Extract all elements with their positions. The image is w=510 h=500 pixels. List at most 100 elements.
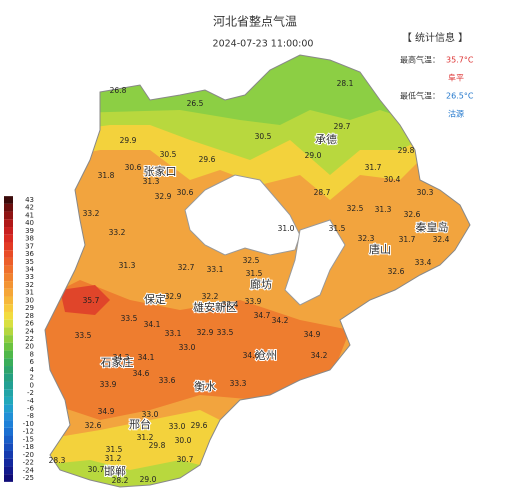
legend-label: -10 — [23, 420, 34, 428]
station-temp: 32.4 — [222, 300, 239, 309]
station-temp: 30.6 — [177, 188, 194, 197]
station-temp: 31.3 — [375, 205, 392, 214]
legend-swatch — [4, 466, 13, 475]
station-temp: 33.0 — [142, 410, 159, 419]
legend-swatch — [4, 358, 13, 367]
legend-swatch — [4, 203, 13, 212]
station-temp: 34.9 — [98, 407, 115, 416]
station-temp: 33.9 — [245, 297, 262, 306]
station-temp: 33.1 — [165, 329, 182, 338]
legend-label: 33 — [25, 273, 34, 281]
station-temp: 33.5 — [121, 314, 138, 323]
station-temp: 28.1 — [337, 79, 354, 88]
city-label: 保定 — [144, 292, 166, 306]
station-temp: 31.7 — [365, 163, 382, 172]
station-temp: 35.7 — [83, 296, 100, 305]
city-label: 承德 — [315, 132, 337, 146]
legend-swatch — [4, 412, 13, 421]
legend-swatch — [4, 311, 13, 320]
station-temp: 29.0 — [140, 475, 157, 484]
legend-label: 39 — [25, 227, 34, 235]
station-temp: 32.9 — [197, 328, 214, 337]
station-temp: 33.6 — [159, 376, 176, 385]
legend-swatch — [4, 381, 13, 390]
city-label: 石家庄 — [101, 355, 134, 369]
legend-swatch — [4, 227, 13, 235]
legend-swatch — [4, 366, 13, 374]
legend-swatch — [4, 296, 13, 305]
station-temp: 32.9 — [165, 292, 182, 301]
station-temp: 33.4 — [415, 258, 432, 267]
city-label: 秦皇岛 — [416, 220, 449, 234]
station-temp: 30.7 — [88, 465, 105, 474]
legend-label: -22 — [23, 459, 34, 467]
legend-label: 30 — [25, 296, 34, 304]
legend-label: 8 — [30, 350, 34, 358]
station-temp: 34.6 — [243, 351, 260, 360]
station-temp: 32.7 — [178, 263, 195, 272]
city-label: 衡水 — [194, 380, 216, 393]
city-label: 邢台 — [129, 417, 151, 431]
station-temp: 29.6 — [191, 421, 208, 430]
legend-label: 37 — [25, 242, 34, 250]
title: 河北省整点气温 — [213, 14, 297, 29]
legend-label: -15 — [23, 435, 34, 443]
legend-swatch — [4, 265, 13, 274]
tianjin — [284, 219, 346, 306]
station-temp: 30.7 — [177, 455, 194, 464]
legend-label: -18 — [23, 443, 34, 451]
station-temp: 31.7 — [399, 235, 416, 244]
station-temp: 34.2 — [272, 316, 289, 325]
legend-label: 0 — [30, 381, 34, 389]
legend-label: 22 — [25, 335, 34, 343]
legend-label: 24 — [25, 327, 34, 335]
legend-swatch — [4, 373, 13, 382]
max-value: 35.7°C — [446, 56, 474, 65]
station-temp: 32.6 — [388, 267, 405, 276]
station-temp: 32.6 — [404, 210, 421, 219]
legend-swatch — [4, 350, 13, 359]
station-temp: 33.2 — [109, 228, 126, 237]
city-label: 邯郸 — [104, 464, 126, 478]
legend-swatch — [4, 335, 13, 343]
legend-swatch — [4, 327, 13, 336]
station-temp: 31.2 — [105, 454, 122, 463]
legend-swatch — [4, 304, 13, 312]
station-temp: 33.0 — [179, 343, 196, 352]
station-temp: 33.5 — [75, 331, 92, 340]
legend-label: 28 — [25, 312, 34, 320]
station-temp: 31.3 — [119, 261, 136, 270]
station-temp: 34.2 — [311, 351, 328, 360]
station-temp: 29.8 — [398, 146, 415, 155]
station-temp: 32.3 — [358, 234, 375, 243]
legend-swatch — [4, 450, 13, 459]
legend-swatch — [4, 342, 13, 351]
legend-label: 20 — [25, 343, 34, 351]
legend-label: 31 — [25, 289, 34, 297]
legend-swatch — [4, 281, 13, 289]
station-temp: 26.8 — [110, 86, 127, 95]
legend-swatch — [4, 273, 13, 282]
legend-swatch — [4, 474, 13, 482]
legend-swatch — [4, 250, 13, 258]
station-temp: 31.2 — [137, 433, 154, 442]
legend-swatch — [4, 420, 13, 428]
max-place: 阜平 — [448, 73, 464, 83]
station-temp: 29.6 — [199, 155, 216, 164]
station-temp: 26.5 — [187, 99, 204, 108]
station-temp: 30.5 — [160, 150, 177, 159]
station-temp: 34.1 — [144, 320, 161, 329]
station-temp: 34.6 — [133, 369, 150, 378]
station-temp: 32.5 — [347, 204, 364, 213]
station-temp: 30.4 — [384, 175, 401, 184]
legend-swatch — [4, 288, 13, 297]
station-temp: 31.5 — [106, 445, 123, 454]
station-temp: 33.5 — [217, 328, 234, 337]
station-temp: 30.3 — [417, 188, 434, 197]
min-value: 26.5°C — [446, 92, 474, 101]
legend-swatch — [4, 211, 13, 220]
city-label: 雄安新区 — [193, 300, 237, 314]
station-temp: 28.7 — [314, 188, 331, 197]
station-temp: 33.9 — [100, 380, 117, 389]
station-temp: 29.7 — [334, 122, 351, 131]
